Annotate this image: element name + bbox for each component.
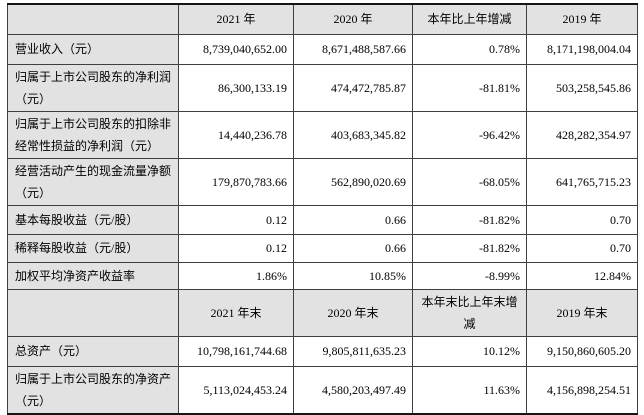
table-row-operating-cash-flow: 经营活动产生的现金流量净额 （元） 179,870,783.66 562,890… — [7, 157, 638, 206]
table-row-diluted-eps: 稀释每股收益（元/股） 0.12 0.66 -81.82% 0.70 — [7, 233, 638, 263]
col-header-2020-end: 2020 年末 — [293, 288, 413, 337]
value-change: -96.42% — [412, 110, 527, 159]
value-change: 11.63% — [412, 365, 527, 414]
period-end-header-row: 2021 年末 2020 年末 本年末比上年末增 减 2019 年末 — [7, 288, 638, 337]
row-label: 基本每股收益（元/股） — [7, 204, 179, 235]
col-header-2020: 2020 年 — [293, 3, 413, 35]
row-label: 加权平均净资产收益率 — [7, 261, 179, 290]
value-2020: 403,683,345.82 — [293, 110, 413, 159]
value-2020: 4,580,203,497.49 — [293, 365, 413, 414]
value-2020: 562,890,020.69 — [293, 157, 413, 206]
col-header-yoy-end-change: 本年末比上年末增 减 — [412, 288, 527, 337]
value-2020: 0.66 — [293, 233, 413, 263]
value-2021: 14,440,236.78 — [178, 110, 294, 159]
value-change: -81.82% — [412, 233, 527, 263]
row-label: 归属于上市公司股东的扣除非 经常性损益的净利润（元） — [7, 110, 179, 159]
value-2021: 0.12 — [178, 233, 294, 263]
col-header-2019-end: 2019 年末 — [526, 288, 638, 337]
value-2021: 86,300,133.19 — [178, 63, 294, 112]
value-2019: 12.84% — [526, 261, 638, 290]
row-label: 稀释每股收益（元/股） — [7, 233, 179, 263]
value-2021: 8,739,040,652.00 — [178, 33, 294, 65]
value-2019: 641,765,715.23 — [526, 157, 638, 206]
col-header-2019: 2019 年 — [526, 3, 638, 35]
value-2021: 0.12 — [178, 204, 294, 235]
value-2019: 428,282,354.97 — [526, 110, 638, 159]
value-change: -68.05% — [412, 157, 527, 206]
table-row-basic-eps: 基本每股收益（元/股） 0.12 0.66 -81.82% 0.70 — [7, 204, 638, 235]
value-2021: 179,870,783.66 — [178, 157, 294, 206]
value-change: -81.82% — [412, 204, 527, 235]
value-change: 0.78% — [412, 33, 527, 65]
table-row-weighted-avg-roe: 加权平均净资产收益率 1.86% 10.85% -8.99% 12.84% — [7, 261, 638, 290]
col-header-2021-end: 2021 年末 — [178, 288, 294, 337]
table-row-net-assets: 归属于上市公司股东的净资产 （元） 5,113,024,453.24 4,580… — [7, 365, 638, 414]
col-header-2021: 2021 年 — [178, 3, 294, 35]
value-2019: 0.70 — [526, 233, 638, 263]
value-2021: 5,113,024,453.24 — [178, 365, 294, 414]
value-2020: 474,472,785.87 — [293, 63, 413, 112]
value-2019: 8,171,198,004.04 — [526, 33, 638, 65]
value-2020: 10.85% — [293, 261, 413, 290]
row-label: 经营活动产生的现金流量净额 （元） — [7, 157, 179, 206]
corner-cell — [7, 288, 179, 337]
value-2021: 10,798,161,744.68 — [178, 335, 294, 367]
col-header-yoy-change: 本年比上年增减 — [412, 3, 527, 35]
value-2019: 9,150,860,605.20 — [526, 335, 638, 367]
row-label: 归属于上市公司股东的净利润 （元） — [7, 63, 179, 112]
table-row-revenue: 营业收入（元） 8,739,040,652.00 8,671,488,587.6… — [7, 33, 638, 65]
period-header-row: 2021 年 2020 年 本年比上年增减 2019 年 — [7, 3, 638, 35]
financial-summary-table: 2021 年 2020 年 本年比上年增减 2019 年 营业收入（元） 8,7… — [7, 3, 638, 415]
value-2020: 0.66 — [293, 204, 413, 235]
row-label: 营业收入（元） — [7, 33, 179, 65]
corner-cell — [7, 3, 179, 35]
value-change: -81.81% — [412, 63, 527, 112]
value-change: 10.12% — [412, 335, 527, 367]
value-2020: 9,805,811,635.23 — [293, 335, 413, 367]
value-2019: 503,258,545.86 — [526, 63, 638, 112]
row-label: 总资产（元） — [7, 335, 179, 367]
value-change: -8.99% — [412, 261, 527, 290]
value-2020: 8,671,488,587.66 — [293, 33, 413, 65]
table-row-total-assets: 总资产（元） 10,798,161,744.68 9,805,811,635.2… — [7, 335, 638, 367]
value-2019: 0.70 — [526, 204, 638, 235]
row-label: 归属于上市公司股东的净资产 （元） — [7, 365, 179, 414]
value-2019: 4,156,898,254.51 — [526, 365, 638, 414]
value-2021: 1.86% — [178, 261, 294, 290]
table-row-net-profit-excl-nonrecurring: 归属于上市公司股东的扣除非 经常性损益的净利润（元） 14,440,236.78… — [7, 110, 638, 159]
table-row-net-profit: 归属于上市公司股东的净利润 （元） 86,300,133.19 474,472,… — [7, 63, 638, 112]
